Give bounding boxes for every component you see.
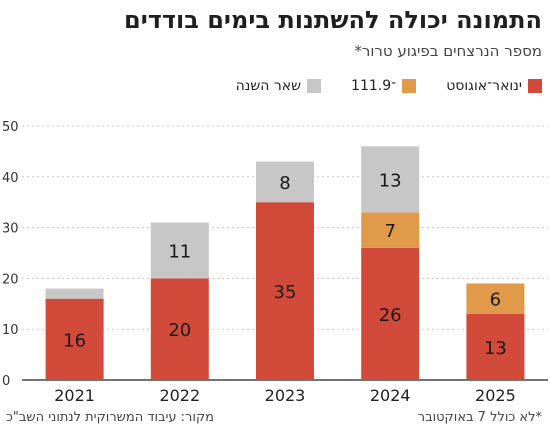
data-label: 35 bbox=[274, 282, 297, 303]
legend-item-jan-aug: ינואר־אוגוסט bbox=[446, 78, 542, 94]
y-tick-label: 30 bbox=[2, 222, 19, 237]
bar-segment bbox=[466, 313, 525, 380]
legend-swatch-rest-of-year bbox=[307, 79, 322, 93]
legend-label-sep-nov: 1־11.9 bbox=[351, 78, 397, 94]
bar-segment bbox=[256, 202, 314, 380]
legend-label-jan-aug: ינואר־אוגוסט bbox=[446, 78, 522, 94]
bar-segment bbox=[361, 146, 420, 213]
x-tick-label: 2022 bbox=[159, 386, 200, 405]
y-tick-label: 50 bbox=[2, 120, 19, 135]
data-label: 13 bbox=[379, 170, 402, 191]
data-label: 26 bbox=[379, 305, 402, 326]
bar-segment bbox=[361, 247, 420, 380]
y-tick-label: 0 bbox=[2, 374, 10, 389]
legend: ינואר־אוגוסט 1־11.9 שאר השנה bbox=[236, 76, 542, 96]
bar-segment bbox=[150, 222, 209, 279]
data-label: 13 bbox=[484, 338, 507, 359]
data-label: 7 bbox=[384, 221, 395, 242]
footnote: *לא כולל 7 באוקטובר bbox=[417, 410, 542, 425]
y-tick-label: 40 bbox=[2, 171, 19, 186]
legend-label-rest-of-year: שאר השנה bbox=[235, 78, 302, 94]
data-label: 11 bbox=[168, 241, 191, 262]
bar-segment bbox=[150, 278, 209, 380]
legend-item-sep-nov: 1־11.9 bbox=[351, 78, 417, 94]
x-tick-label: 2025 bbox=[475, 386, 516, 405]
data-label: 20 bbox=[168, 320, 191, 341]
chart-subtitle: מספר הנרצחים בפיגוע טרור* bbox=[354, 42, 542, 60]
x-tick-label: 2023 bbox=[265, 386, 306, 405]
bar-segment bbox=[256, 161, 314, 203]
x-tick-label: 2024 bbox=[370, 386, 411, 405]
x-tick-label: 2021 bbox=[54, 386, 95, 405]
bar-segment bbox=[361, 212, 420, 248]
legend-item-rest-of-year: שאר השנה bbox=[235, 78, 322, 94]
bar-segment bbox=[466, 283, 525, 314]
data-label: 6 bbox=[490, 290, 501, 311]
legend-swatch-sep-nov bbox=[402, 79, 417, 93]
y-tick-label: 10 bbox=[2, 323, 19, 338]
y-tick-label: 20 bbox=[2, 272, 19, 287]
chart-title: התמונה יכולה להשתנות בימים בודדים bbox=[123, 6, 542, 34]
data-label: 8 bbox=[279, 173, 290, 194]
data-label: 16 bbox=[63, 330, 86, 351]
source-note: מקור: עיבוד המשרוקית לנתוני השב"כ bbox=[6, 410, 214, 425]
legend-swatch-jan-aug bbox=[528, 79, 542, 93]
bar-segment bbox=[45, 298, 104, 380]
bar-segment bbox=[45, 288, 104, 299]
